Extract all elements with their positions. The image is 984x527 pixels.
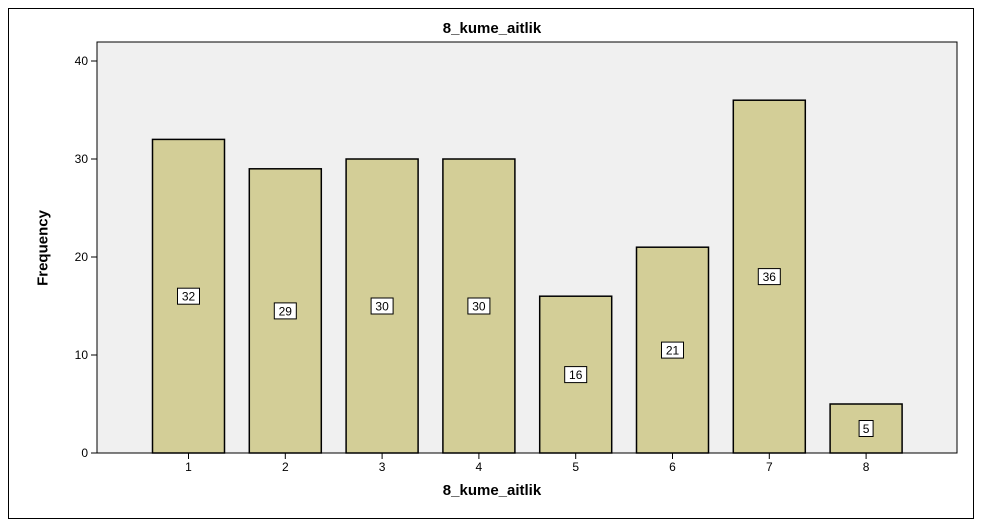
data-label: 16 — [569, 368, 583, 382]
y-tick-label: 30 — [75, 152, 89, 166]
data-label: 5 — [863, 422, 870, 436]
x-tick-label: 1 — [185, 460, 192, 474]
chart-title: 8_kume_aitlik — [442, 20, 542, 37]
y-tick-label: 20 — [75, 250, 89, 264]
data-label-box — [273, 302, 297, 320]
data-label-box — [467, 297, 491, 315]
data-label: 32 — [182, 290, 196, 304]
x-tick-label: 7 — [766, 460, 773, 474]
data-label-box — [564, 366, 588, 384]
data-label-box — [370, 297, 394, 315]
data-label: 29 — [279, 304, 293, 318]
data-label: 30 — [375, 300, 389, 314]
data-label-box — [177, 287, 200, 305]
x-tick-label: 6 — [669, 460, 676, 474]
y-tick-label: 0 — [81, 446, 88, 460]
y-tick-label: 10 — [75, 348, 89, 362]
x-tick-label: 5 — [572, 460, 579, 474]
plot-area — [96, 41, 958, 454]
x-tick-label: 2 — [282, 460, 289, 474]
data-label-box — [661, 341, 684, 359]
x-tick-label: 4 — [476, 460, 483, 474]
x-tick-label: 3 — [379, 460, 386, 474]
data-label-box — [858, 420, 874, 437]
x-tick-label: 8 — [863, 460, 870, 474]
data-label-box — [757, 268, 781, 286]
data-label: 36 — [763, 270, 777, 284]
y-tick-label: 40 — [75, 54, 89, 68]
data-label: 21 — [666, 344, 680, 358]
data-label: 30 — [472, 300, 486, 314]
x-axis-label: 8_kume_aitlik — [442, 482, 542, 499]
